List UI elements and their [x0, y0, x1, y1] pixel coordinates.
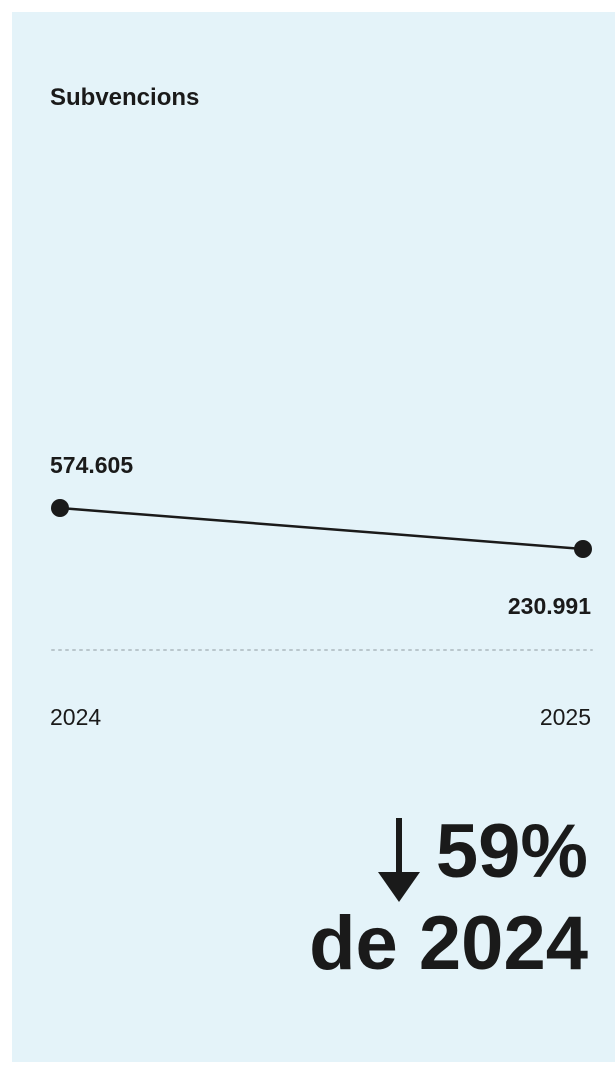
change-summary: 59% de 2024 — [309, 809, 588, 986]
series-line — [59, 506, 584, 551]
chart-title: Subvencions — [50, 84, 200, 111]
arrow-down-icon — [377, 818, 420, 902]
change-percent: 59% — [435, 809, 588, 894]
chart-card: Subvencions 574.605 2024 230.991 2025 59% d… — [12, 12, 615, 1062]
data-label-2025: 230.991 — [508, 593, 591, 619]
change-reference: de 2024 — [309, 901, 588, 986]
change-row: 59% — [309, 809, 588, 904]
data-point-2024 — [51, 499, 69, 517]
data-label-2024: 574.605 — [50, 452, 133, 478]
x-tick-label-2025: 2025 — [540, 704, 591, 730]
data-point-2025 — [574, 540, 592, 558]
x-tick-label-2024: 2024 — [50, 704, 101, 730]
line-chart: 574.605 2024 230.991 2025 — [50, 452, 593, 730]
